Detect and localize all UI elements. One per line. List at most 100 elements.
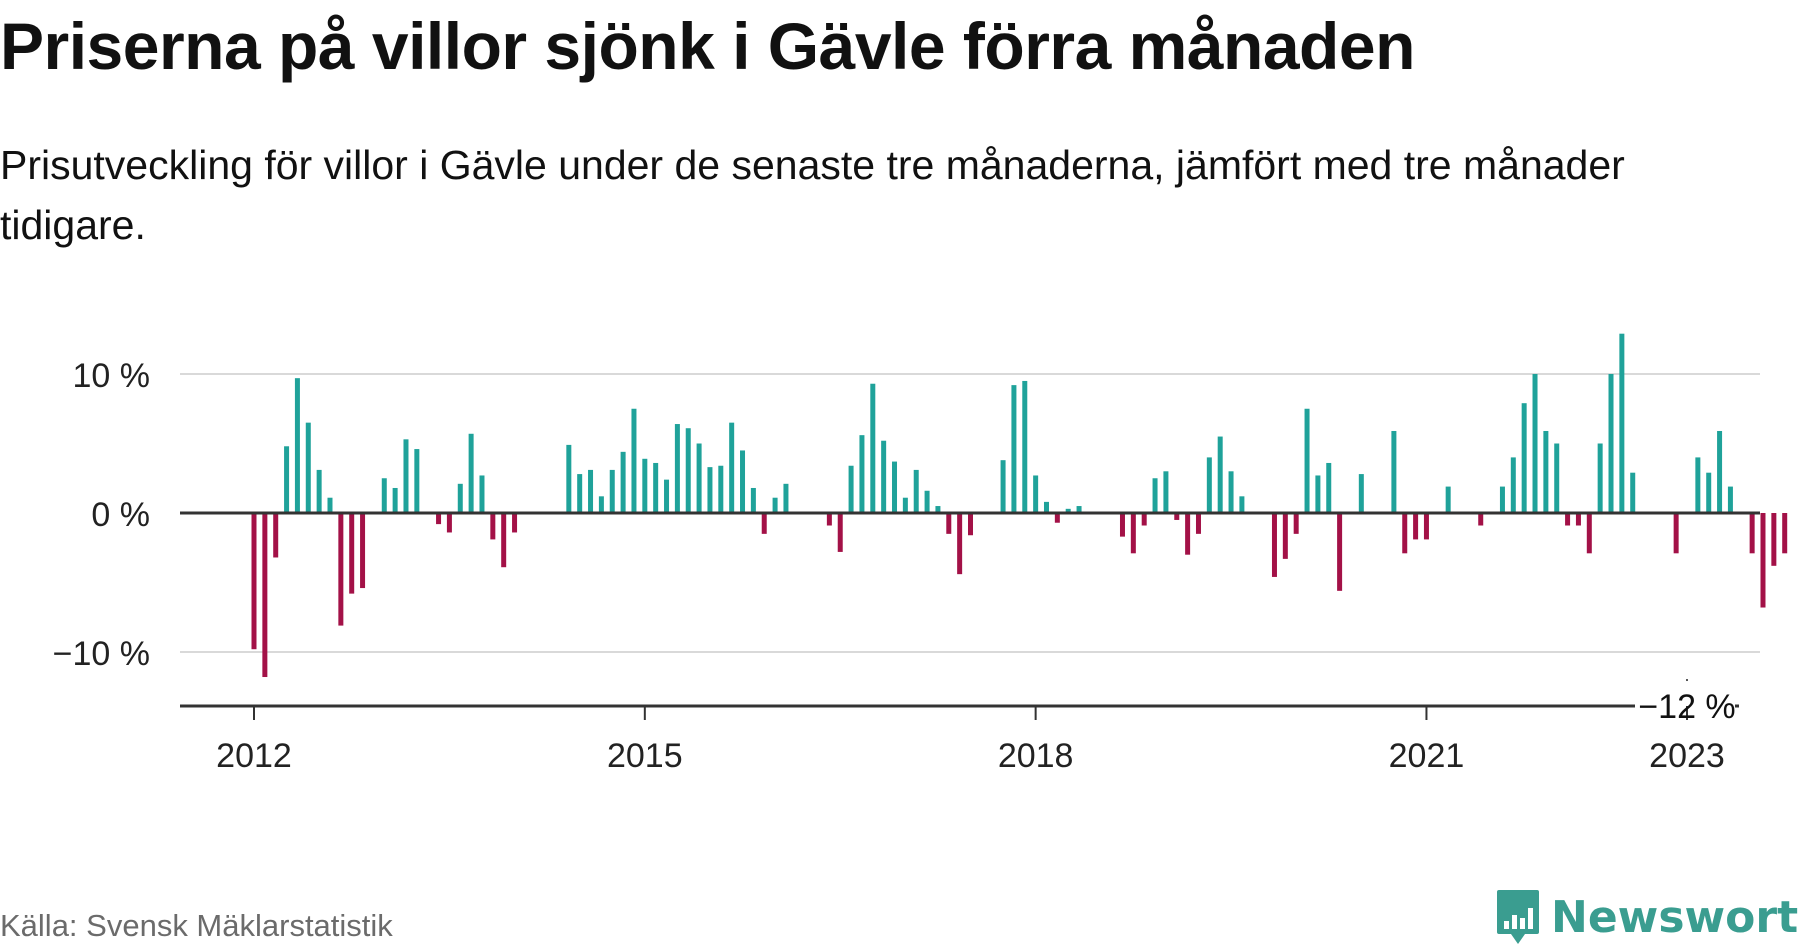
bar bbox=[707, 467, 713, 513]
bar bbox=[1402, 513, 1408, 554]
bar bbox=[761, 513, 767, 534]
bar bbox=[1630, 472, 1636, 513]
bar bbox=[924, 490, 930, 513]
bar bbox=[1532, 374, 1538, 513]
bar bbox=[718, 465, 724, 513]
bar bbox=[1119, 513, 1125, 537]
bar bbox=[294, 378, 300, 513]
bar bbox=[598, 496, 604, 513]
bar bbox=[1413, 513, 1419, 540]
bar bbox=[1206, 457, 1212, 513]
bar bbox=[642, 458, 648, 513]
x-tick-label: 2015 bbox=[607, 737, 683, 775]
x-tick-label: 2023 bbox=[1649, 737, 1725, 775]
bar bbox=[1271, 513, 1277, 577]
axes: 10 % 0 % −10 % 2012 2015 2018 2021 2023 −12 % bbox=[53, 357, 1760, 775]
x-tick-label: 2021 bbox=[1389, 737, 1465, 775]
bar bbox=[1163, 471, 1169, 513]
bar bbox=[968, 513, 973, 536]
y-tick-label: 0 % bbox=[91, 496, 150, 534]
bar-chart: 10 % 0 % −10 % 2012 2015 2018 2021 2023 −12 % bbox=[53, 333, 1788, 775]
brand-name: Newsworthy bbox=[1551, 891, 1800, 943]
bar bbox=[392, 487, 398, 513]
bar bbox=[1619, 333, 1625, 513]
bar bbox=[1130, 513, 1136, 554]
bar bbox=[284, 446, 290, 513]
bar bbox=[696, 443, 702, 513]
bar bbox=[1575, 513, 1581, 526]
bar bbox=[1771, 513, 1777, 566]
bar bbox=[902, 497, 908, 513]
bar bbox=[566, 444, 572, 513]
bar bbox=[870, 383, 876, 513]
bar bbox=[1499, 486, 1505, 513]
bar bbox=[674, 424, 680, 513]
bar bbox=[501, 513, 507, 568]
bar bbox=[1022, 380, 1028, 513]
bar-series bbox=[251, 333, 1788, 678]
bar bbox=[1727, 486, 1733, 513]
bar bbox=[685, 428, 691, 513]
bar bbox=[1304, 408, 1310, 513]
bar bbox=[772, 497, 778, 513]
bar bbox=[1337, 513, 1343, 591]
bar bbox=[1217, 436, 1223, 513]
y-tick-label: −10 % bbox=[53, 635, 150, 673]
y-tick-label: 10 % bbox=[73, 357, 151, 395]
bar bbox=[913, 469, 919, 513]
bar bbox=[316, 469, 322, 513]
bar bbox=[881, 440, 887, 513]
chart-title: Priserna på villor sjönk i Gävle förra m… bbox=[0, 9, 1415, 83]
bar bbox=[360, 513, 366, 589]
bar bbox=[1391, 430, 1397, 513]
bar bbox=[1293, 513, 1299, 534]
bar bbox=[631, 408, 637, 513]
bar bbox=[1315, 475, 1321, 513]
bar bbox=[305, 422, 311, 513]
bar bbox=[1706, 472, 1712, 513]
bar bbox=[381, 478, 387, 513]
bar bbox=[1000, 460, 1006, 513]
bar bbox=[414, 449, 420, 513]
bar bbox=[826, 513, 832, 526]
bar bbox=[892, 461, 898, 513]
x-tick-label: 2012 bbox=[216, 737, 292, 775]
bar bbox=[1760, 513, 1766, 608]
bar bbox=[273, 513, 279, 558]
x-tick-label: 2018 bbox=[998, 737, 1074, 775]
bar bbox=[1011, 385, 1017, 513]
bar bbox=[1043, 501, 1049, 513]
bar bbox=[1423, 513, 1429, 540]
bar bbox=[740, 450, 746, 513]
bar bbox=[946, 513, 952, 534]
bar bbox=[653, 462, 659, 513]
bar bbox=[577, 474, 583, 513]
bar bbox=[468, 433, 474, 513]
bar bbox=[251, 513, 257, 650]
bar bbox=[1673, 513, 1679, 554]
chart-subtitle: Prisutveckling för villor i Gävle under … bbox=[0, 142, 1625, 248]
bar bbox=[1054, 513, 1060, 523]
bar bbox=[1174, 513, 1180, 520]
bar bbox=[1749, 513, 1755, 554]
bar bbox=[479, 475, 485, 513]
bar bbox=[620, 451, 626, 513]
bar bbox=[935, 506, 941, 513]
bar bbox=[490, 513, 496, 540]
bar bbox=[327, 497, 333, 513]
bar bbox=[1195, 513, 1201, 534]
bar bbox=[1717, 430, 1723, 513]
bar bbox=[1695, 457, 1701, 513]
bar bbox=[446, 513, 452, 533]
bar bbox=[1782, 513, 1788, 554]
bar bbox=[957, 513, 963, 575]
chart-bubble-icon bbox=[1497, 890, 1539, 944]
bar bbox=[349, 513, 355, 594]
bar bbox=[1239, 496, 1245, 513]
bar bbox=[1445, 486, 1451, 513]
bar bbox=[1554, 443, 1560, 513]
bar bbox=[609, 469, 615, 513]
bar bbox=[1586, 513, 1592, 554]
annotation-label: −12 % bbox=[1638, 688, 1735, 726]
bar bbox=[436, 513, 442, 525]
